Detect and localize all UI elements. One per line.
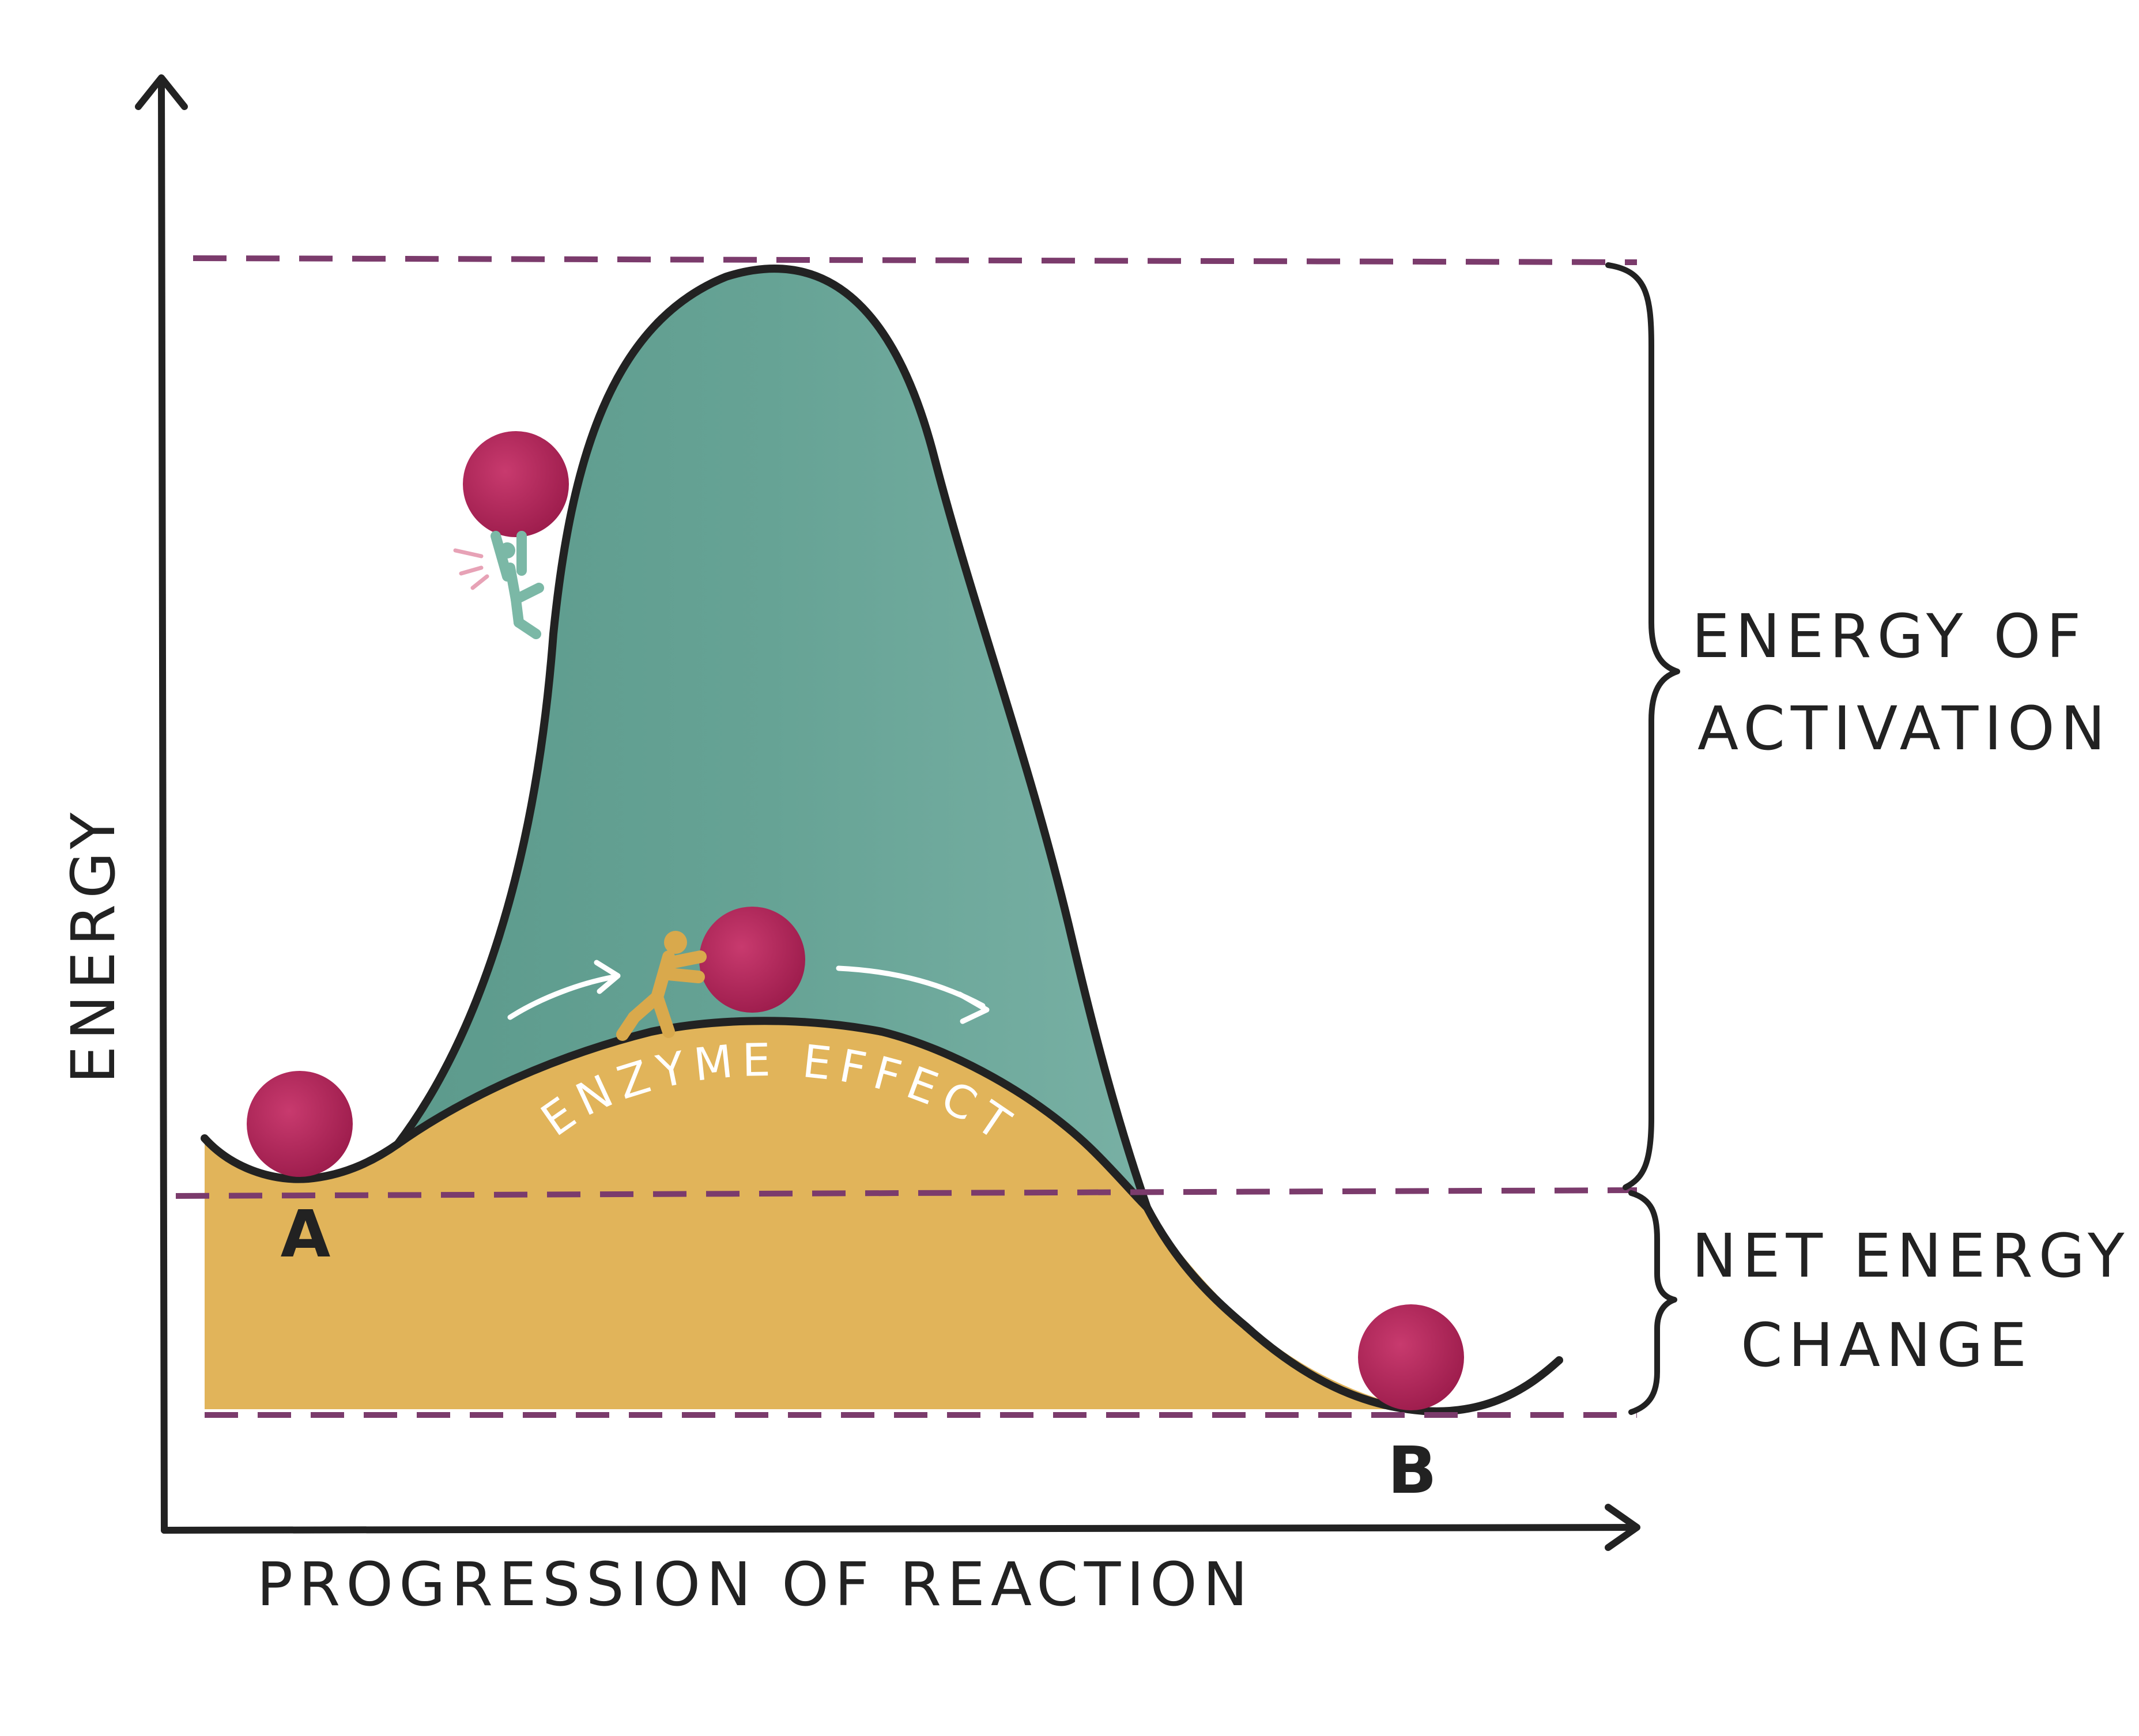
net-change-label-line1: NET ENERGY <box>1692 1221 2130 1291</box>
reactant-level-line <box>175 1187 1638 1199</box>
ball-start <box>247 1071 353 1177</box>
net-change-label-line2: CHANGE <box>1741 1310 2032 1380</box>
point-a-label: A <box>281 1197 337 1272</box>
motion-arrow-right <box>836 965 990 1024</box>
activation-peak-line <box>193 255 1638 265</box>
net-change-brace <box>1628 1190 1677 1415</box>
activation-label-line1: ENERGY OF <box>1692 601 2087 671</box>
ball-climbing <box>463 431 569 537</box>
climber-figure-icon <box>491 531 544 639</box>
catalyzed-curve <box>394 1017 1151 1212</box>
activation-label-line2: ACTIVATION <box>1697 693 2111 764</box>
y-axis <box>135 74 188 1534</box>
x-axis-label: PROGRESSION OF REACTION <box>256 1549 1253 1620</box>
activation-brace <box>1605 262 1680 1190</box>
ball-end <box>1358 1304 1464 1410</box>
ball-catalyzed-peak <box>699 907 805 1013</box>
strain-marks <box>453 548 489 590</box>
motion-arrow-left <box>507 960 621 1020</box>
point-b-label: B <box>1387 1433 1442 1508</box>
x-axis <box>161 1504 1640 1551</box>
y-axis-label: ENERGY <box>58 807 129 1084</box>
uncatalyzed-curve <box>201 265 1563 1416</box>
uncatalyzed-hill-fill <box>398 269 1141 1197</box>
catalyzed-region-fill <box>205 1021 1418 1409</box>
pusher-figure-icon <box>616 931 707 1041</box>
